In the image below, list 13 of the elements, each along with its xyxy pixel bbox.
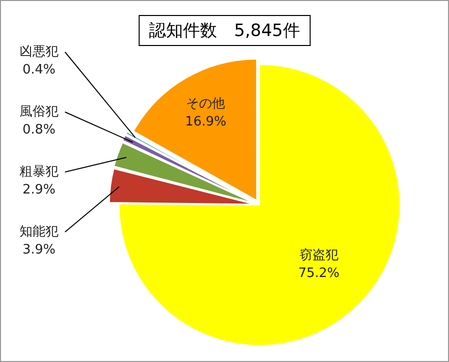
chart-title: 認知件数 5,845件 bbox=[138, 15, 311, 46]
slice-label: 風俗犯 bbox=[20, 104, 58, 120]
data-label: 0.8% bbox=[22, 122, 56, 138]
slice-label: 窃盗犯 bbox=[299, 248, 338, 264]
slice-label: 粗暴犯 bbox=[20, 164, 58, 180]
data-label: 75.2% bbox=[298, 266, 340, 282]
data-label: 3.9% bbox=[22, 242, 56, 258]
data-label: 0.4% bbox=[22, 62, 56, 78]
slice-label: その他 bbox=[186, 96, 226, 112]
data-label: 16.9% bbox=[185, 114, 226, 130]
slice-label: 知能犯 bbox=[20, 224, 58, 240]
data-label: 2.9% bbox=[22, 182, 56, 198]
slice-label: 凶悪犯 bbox=[20, 44, 58, 60]
